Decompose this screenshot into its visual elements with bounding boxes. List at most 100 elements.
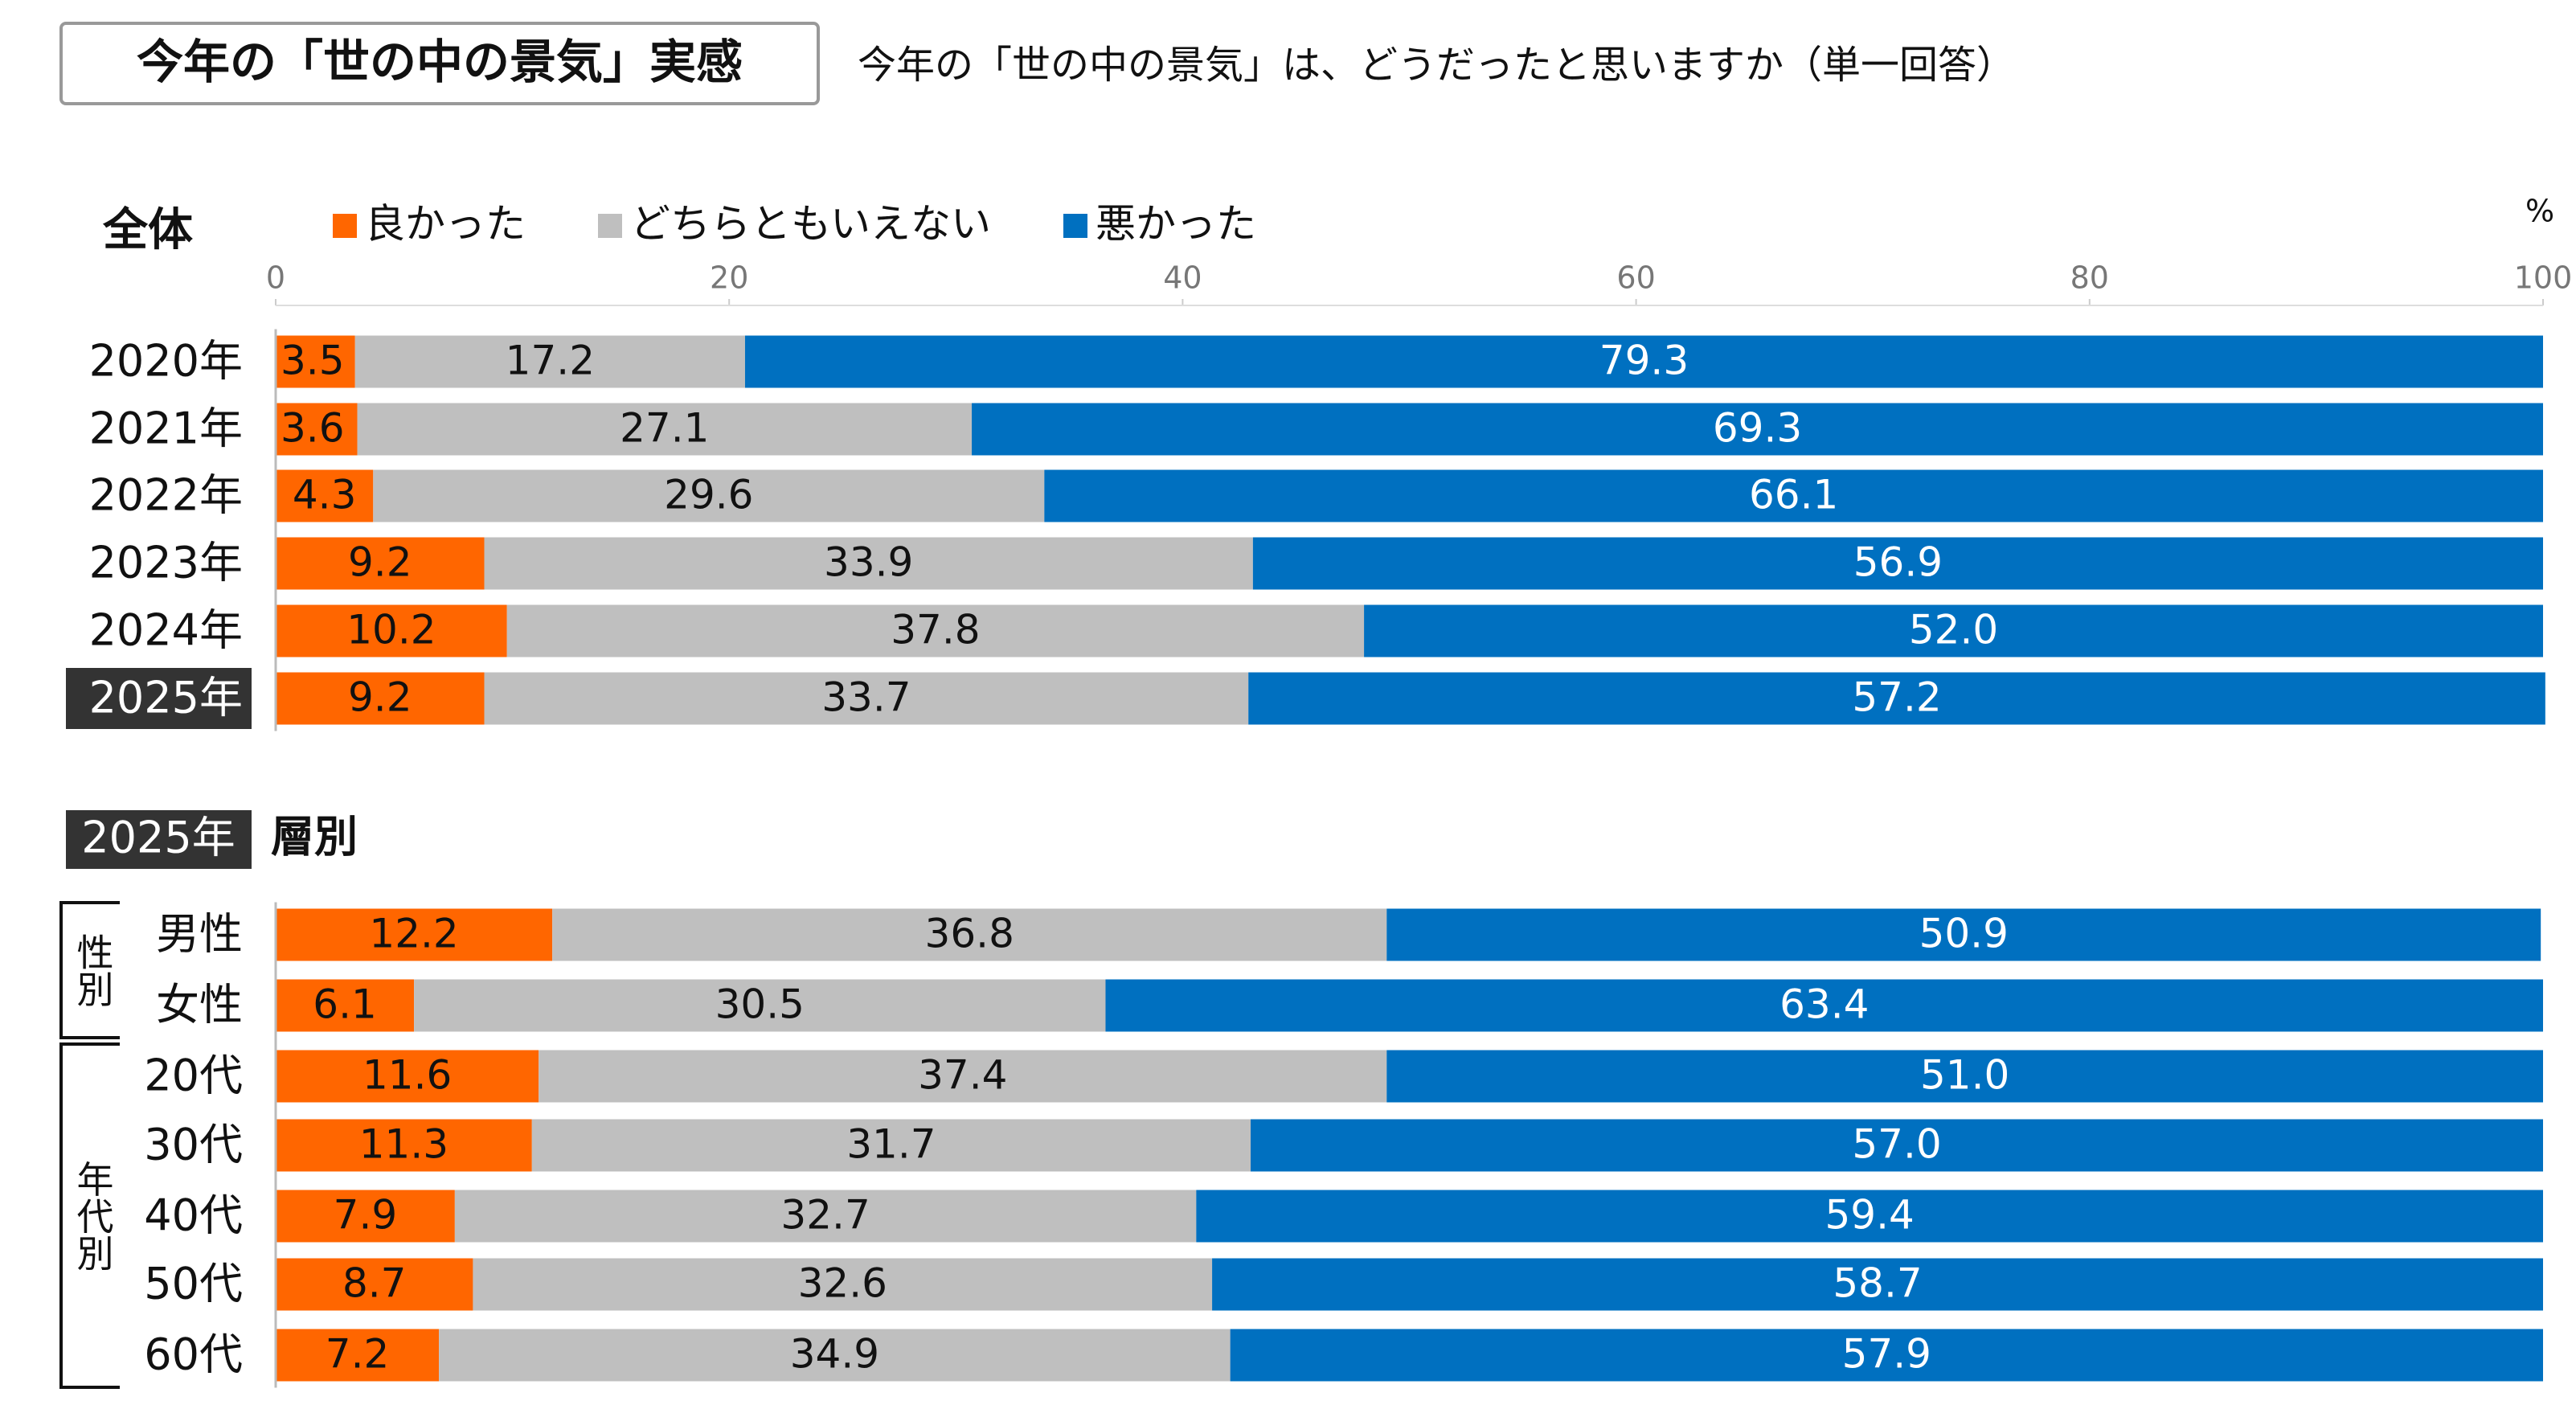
bar-segment: [276, 1329, 440, 1382]
bar-segment: [744, 335, 2543, 388]
bar-segment: [454, 1190, 1197, 1243]
data-label: 59.4: [1824, 1192, 1914, 1239]
data-label: 57.0: [1852, 1121, 1941, 1168]
highlight-box: [66, 668, 252, 729]
bar-segment: [1248, 672, 2545, 725]
bar-segment: [276, 672, 485, 725]
bar-segment: [276, 1190, 455, 1243]
data-label: 7.9: [334, 1192, 398, 1239]
data-label: 51.0: [1920, 1052, 2009, 1099]
legend-swatch: [333, 214, 357, 238]
x-tick-label: 40: [1163, 260, 1202, 296]
bar-segment: [1230, 1329, 2543, 1382]
y-tick-label: 50代: [144, 1259, 243, 1309]
bar-segment: [276, 979, 415, 1032]
data-label: 66.1: [1749, 472, 1838, 518]
y-tick-label: 20代: [144, 1051, 243, 1101]
data-label: 27.1: [620, 405, 709, 452]
group-label: 性別: [72, 933, 115, 1007]
group-bracket: [59, 901, 120, 1039]
data-label: 3.6: [281, 405, 345, 452]
bar-segment: [1252, 537, 2543, 590]
x-tick-label: 0: [266, 260, 285, 296]
data-label: 8.7: [342, 1260, 407, 1307]
bar-segment: [1386, 1050, 2543, 1103]
data-label: 32.7: [780, 1192, 870, 1239]
bar-segment: [1364, 604, 2543, 657]
bar-segment: [357, 403, 973, 456]
y-tick-label: 男性: [156, 909, 243, 960]
bar-segment: [1212, 1258, 2543, 1311]
chart-title: 層別: [271, 812, 358, 862]
data-label: 79.3: [1599, 338, 1689, 384]
legend-label: 良かった: [365, 201, 526, 248]
data-label: 7.2: [326, 1331, 390, 1378]
bar-segment: [552, 908, 1387, 961]
bar-segment: [276, 469, 374, 522]
axis-unit: %: [2525, 194, 2554, 229]
bar-segment: [276, 908, 553, 961]
x-tick-label: 20: [710, 260, 748, 296]
bar-segment: [276, 604, 507, 657]
data-label: 9.2: [348, 539, 412, 586]
data-label: 58.7: [1833, 1260, 1922, 1307]
y-tick-label: 2024年: [89, 605, 243, 656]
chart-title: 全体: [102, 204, 193, 256]
data-label: 4.3: [293, 472, 357, 518]
bar-segment: [414, 979, 1106, 1032]
data-label: 6.1: [313, 981, 377, 1028]
bar-segment: [276, 335, 355, 388]
bar-segment: [1044, 469, 2543, 522]
y-tick-label: 2023年: [89, 538, 243, 588]
y-tick-label: 30代: [144, 1120, 243, 1170]
data-label: 29.6: [664, 472, 753, 518]
data-label: 32.6: [798, 1260, 887, 1307]
tag-box: [66, 810, 252, 869]
data-label: 50.9: [1919, 911, 2009, 957]
bar-segment: [1105, 979, 2543, 1032]
y-tick-label: 2020年: [89, 336, 243, 387]
x-tick-label: 100: [2514, 260, 2573, 296]
bar-segment: [276, 1050, 539, 1103]
data-label: 17.2: [506, 338, 595, 384]
data-label: 11.6: [362, 1052, 452, 1099]
legend-swatch: [598, 214, 622, 238]
bar-segment: [354, 335, 745, 388]
data-label: 31.7: [846, 1121, 936, 1168]
data-label: 12.2: [369, 911, 458, 957]
bar-segment: [276, 1119, 532, 1172]
y-tick-label: 2022年: [89, 470, 243, 521]
bar-segment: [439, 1329, 1231, 1382]
data-label: 63.4: [1779, 981, 1869, 1028]
bar-segment: [276, 1258, 473, 1311]
y-tick-label: 女性: [156, 980, 243, 1030]
bar-segment: [484, 537, 1253, 590]
bar-segment: [373, 469, 1045, 522]
page-title: 今年の「世の中の景気」実感: [137, 35, 743, 89]
data-label: 10.2: [346, 607, 436, 653]
data-label: 33.9: [824, 539, 913, 586]
legend-label: どちらともいえない: [630, 201, 991, 248]
bar-segment: [972, 403, 2543, 456]
data-label: 56.9: [1853, 539, 1943, 586]
data-label: 3.5: [281, 338, 345, 384]
y-tick-label: 2025年: [89, 673, 243, 723]
bar-segment: [276, 537, 485, 590]
y-tick-label: 2021年: [89, 403, 243, 454]
group-label: 年代別: [72, 1161, 115, 1272]
data-label: 9.2: [348, 674, 412, 721]
legend-swatch: [1063, 214, 1087, 238]
x-tick-label: 60: [1616, 260, 1655, 296]
bar-segment: [531, 1119, 1251, 1172]
data-label: 36.8: [925, 911, 1014, 957]
data-label: 34.9: [790, 1331, 879, 1378]
bar-segment: [1251, 1119, 2543, 1172]
data-label: 57.2: [1852, 674, 1941, 721]
group-bracket: [59, 1042, 120, 1389]
x-tick-label: 80: [2070, 260, 2109, 296]
data-label: 37.8: [891, 607, 980, 653]
data-label: 30.5: [715, 981, 805, 1028]
question: 今年の「世の中の景気」は、どうだったと思いますか（単一回答）: [858, 43, 2015, 88]
bar-segment: [473, 1258, 1213, 1311]
